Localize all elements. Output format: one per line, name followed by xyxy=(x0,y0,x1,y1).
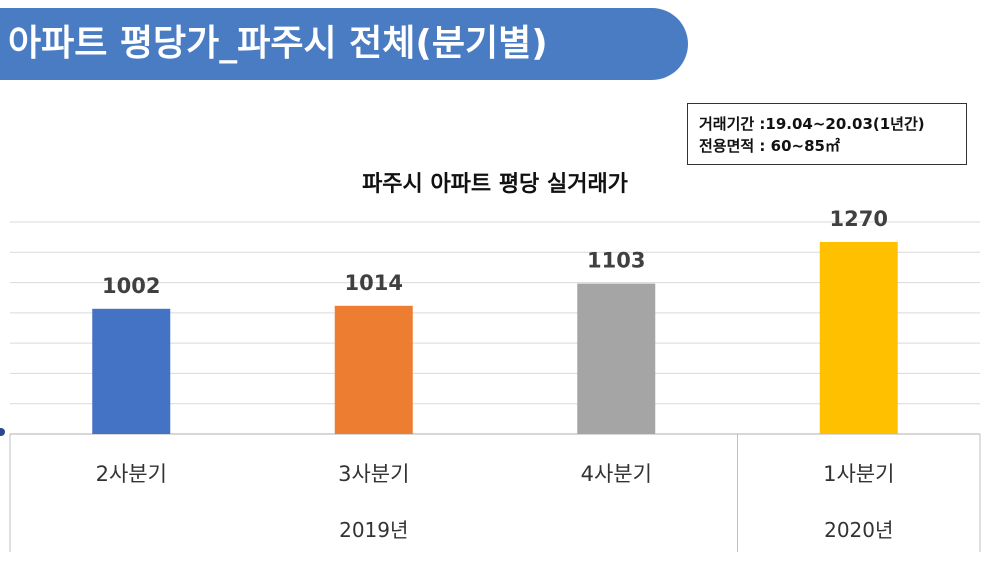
exclusive-area-text: 전용면적 : 60~85㎡ xyxy=(699,137,840,155)
year-group-label-1: 2019년 xyxy=(339,518,408,542)
bar-4 xyxy=(819,241,898,434)
chart-title: 파주시 아파트 평당 실거래가 xyxy=(362,172,628,197)
data-label-3: 1103 xyxy=(587,249,645,273)
bar-2 xyxy=(334,305,413,434)
data-label-4: 1270 xyxy=(830,207,888,231)
data-label-2: 1014 xyxy=(345,271,403,295)
category-label-3: 4사분기 xyxy=(581,462,652,486)
bar-3 xyxy=(577,283,656,434)
title-banner xyxy=(0,8,688,80)
category-label-1: 2사분기 xyxy=(96,462,167,486)
bar-1 xyxy=(92,308,171,434)
data-label-1: 1002 xyxy=(102,274,160,298)
transaction-period-text: 거래기간 :19.04~20.03(1년간) xyxy=(699,115,925,133)
slide-title: 아파트 평당가_파주시 전체(분기별) xyxy=(8,23,548,64)
category-label-2: 3사분기 xyxy=(338,462,409,486)
transaction-info-box: 거래기간 :19.04~20.03(1년간) 전용면적 : 60~85㎡ xyxy=(687,103,967,165)
category-label-4: 1사분기 xyxy=(823,462,894,486)
slide-decoration-dot xyxy=(0,428,5,436)
year-group-label-2: 2020년 xyxy=(824,518,893,542)
